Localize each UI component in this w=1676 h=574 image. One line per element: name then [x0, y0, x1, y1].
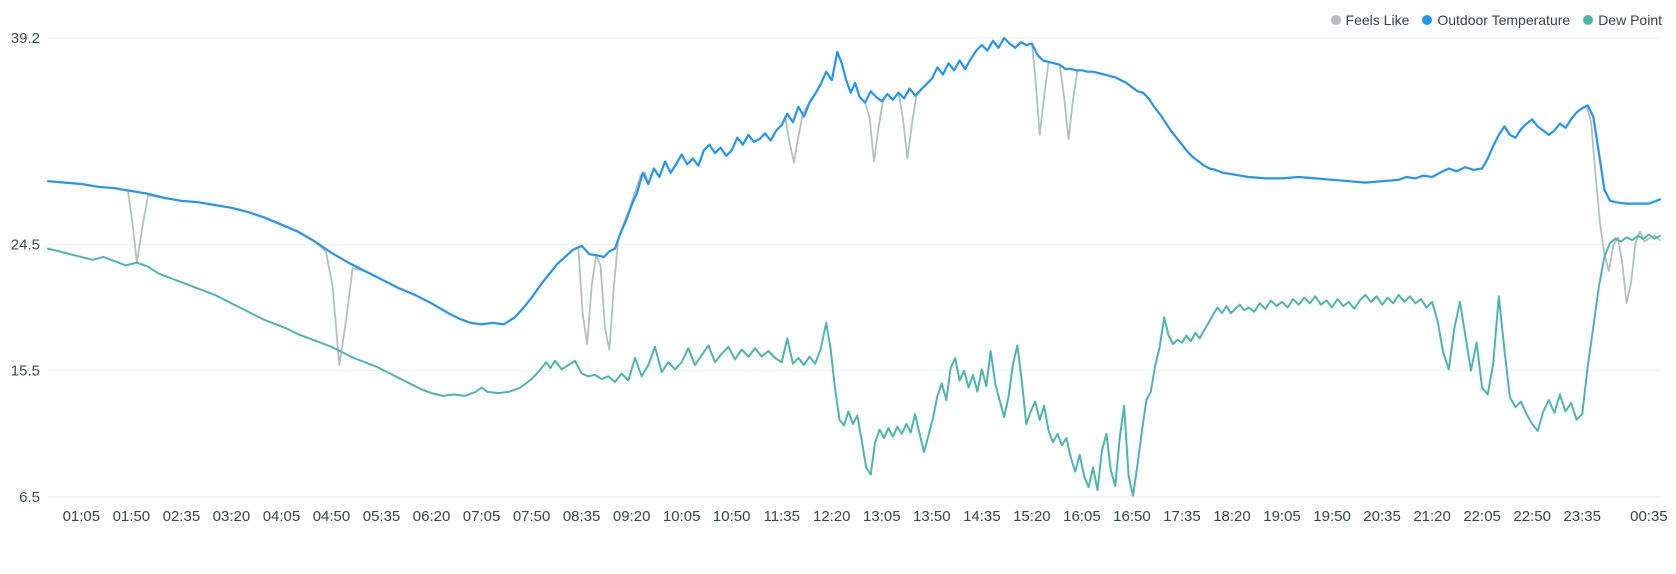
x-axis-label: 17:35: [1163, 508, 1201, 525]
y-axis-label: 24.5: [11, 236, 40, 253]
x-axis-label: 10:50: [713, 508, 751, 525]
legend-label: Outdoor Temperature: [1437, 12, 1571, 28]
x-axis-label: 16:05: [1063, 508, 1101, 525]
x-axis-label: 14:35: [963, 508, 1001, 525]
legend-item-feels-like[interactable]: Feels Like: [1330, 12, 1410, 28]
legend-dot-outdoor-temperature: [1422, 15, 1433, 25]
x-axis-label: 16:50: [1113, 508, 1151, 525]
legend-label: Feels Like: [1345, 12, 1410, 28]
x-axis-label: 04:05: [263, 508, 301, 525]
x-axis-label: 19:50: [1313, 508, 1351, 525]
x-axis-label: 13:05: [863, 508, 901, 525]
x-axis-label: 02:35: [163, 508, 201, 525]
x-axis-label: 06:20: [413, 508, 451, 525]
y-axis-label: 6.5: [19, 489, 40, 506]
x-axis-label: 19:05: [1263, 508, 1301, 525]
x-axis-label: 08:35: [563, 508, 601, 525]
x-axis-label: 04:50: [313, 508, 351, 525]
x-axis-label: 07:05: [463, 508, 501, 525]
x-axis-label: 20:35: [1363, 508, 1401, 525]
legend-label: Dew Point: [1598, 12, 1662, 28]
x-axis-label: 09:20: [613, 508, 651, 525]
x-axis-label: 12:20: [813, 508, 851, 525]
legend-dot-feels-like: [1330, 15, 1341, 25]
x-axis-label: 23:35: [1563, 508, 1601, 525]
legend-dot-dew-point: [1583, 15, 1594, 25]
x-axis-label: 22:05: [1463, 508, 1501, 525]
x-axis-label: 11:35: [764, 508, 800, 525]
series-line-outdoor-temperature: [46, 36, 1662, 326]
x-axis-label: 07:50: [513, 508, 551, 525]
x-axis-label: 15:20: [1013, 508, 1051, 525]
x-axis-label: 03:20: [213, 508, 251, 525]
x-axis-label: 18:20: [1213, 508, 1251, 525]
legend-item-outdoor-temperature[interactable]: Outdoor Temperature: [1422, 12, 1570, 28]
y-axis-label: 15.5: [11, 363, 40, 380]
x-axis-label: 13:50: [913, 508, 951, 525]
x-axis-label: 00:35: [1630, 508, 1668, 525]
x-axis-label: 10:05: [663, 508, 701, 525]
series-line-dew-point: [47, 233, 1661, 497]
legend-item-dew-point[interactable]: Dew Point: [1583, 12, 1662, 28]
x-axis-label: 22:50: [1513, 508, 1551, 525]
chart-legend: Feels Like Outdoor Temperature Dew Point: [1330, 12, 1662, 28]
y-axis-label: 39.2: [11, 30, 40, 47]
x-axis-label: 01:50: [113, 508, 151, 525]
x-axis-label: 05:35: [363, 508, 401, 525]
x-axis-label: 01:05: [63, 508, 101, 525]
x-axis-label: 21:20: [1413, 508, 1451, 525]
